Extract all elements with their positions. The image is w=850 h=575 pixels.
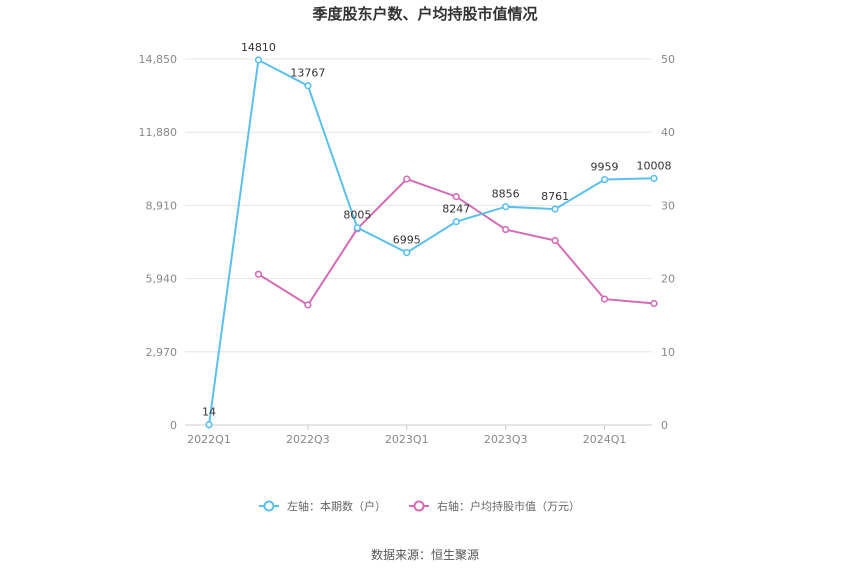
data-point-right[interactable] [502,225,510,234]
data-point-left[interactable] [600,175,609,184]
x-axis: 2022Q1 2022Q3 2023Q1 2023Q3 2024Q1 [187,425,626,446]
x-tick-label: 2023Q3 [484,433,528,446]
data-point-left[interactable] [403,248,411,257]
right-tick-label: 30 [661,199,675,212]
data-label: 13767 [290,67,325,80]
data-point-left[interactable] [650,174,658,182]
x-tick-label: 2022Q1 [187,433,231,446]
legend-marker-right [413,500,425,512]
chart-title: 季度股东户数、户均持股市值情况 [312,5,537,23]
left-tick-label: 11,880 [139,126,178,139]
data-label: 10008 [637,159,672,172]
data-point-right[interactable] [650,299,658,308]
data-point-left[interactable] [353,224,361,232]
data-point-left[interactable] [254,56,263,64]
right-tick-label: 10 [661,346,675,359]
data-point-left[interactable] [205,421,213,429]
data-point-right[interactable] [551,236,559,245]
legend-item-right[interactable]: 右轴：户均持股市值（万元） [409,499,580,513]
right-tick-label: 20 [661,273,675,286]
left-tick-label: 8,910 [146,199,178,212]
data-labels: 14 14810 13767 8005 6995 8247 8856 8761 9959 1000… [202,41,672,419]
data-point-right[interactable] [403,175,411,183]
data-label: 6995 [393,234,421,247]
legend: 左轴：本期数（户） 右轴：户均持股市值（万元） [259,499,580,513]
legend-label-left: 左轴：本期数（户） [287,499,386,513]
x-tick-label: 2024Q1 [583,433,627,446]
legend-marker-left [263,500,275,512]
legend-item-left[interactable]: 左轴：本期数（户） [259,499,386,513]
data-source: 数据来源：恒生聚源 [371,547,479,562]
data-point-right[interactable] [452,193,460,201]
x-tick-label: 2022Q3 [286,433,330,446]
right-tick-label: 50 [661,53,675,66]
data-label: 14810 [241,41,276,54]
data-point-right[interactable] [600,295,609,303]
data-point-left[interactable] [502,203,510,211]
x-tick-label: 2023Q1 [385,433,429,446]
series-line-left [208,58,655,425]
right-tick-label: 40 [661,126,675,139]
grid-lines [185,58,652,426]
data-label: 8761 [541,190,569,203]
legend-label-right: 右轴：户均持股市值（万元） [437,499,580,513]
left-tick-label: 5,940 [146,273,178,286]
left-tick-label: 14,850 [139,53,178,66]
data-point-left[interactable] [551,205,559,213]
data-label: 8005 [343,209,371,222]
data-label: 8247 [442,203,470,216]
data-point-left[interactable] [304,82,312,90]
left-axis: 0 2,970 5,940 8,910 11,880 14,850 [139,53,178,432]
series-layer [205,56,658,429]
data-label: 8856 [492,188,520,201]
data-label: 9959 [591,161,619,174]
left-tick-label: 0 [170,419,177,432]
data-point-right[interactable] [254,270,263,278]
data-label: 14 [202,406,216,419]
right-axis: 0 10 20 30 40 50 [661,53,675,432]
right-tick-label: 0 [661,419,668,432]
left-tick-label: 2,970 [146,346,178,359]
data-point-right[interactable] [304,301,312,309]
data-point-left[interactable] [452,218,460,226]
